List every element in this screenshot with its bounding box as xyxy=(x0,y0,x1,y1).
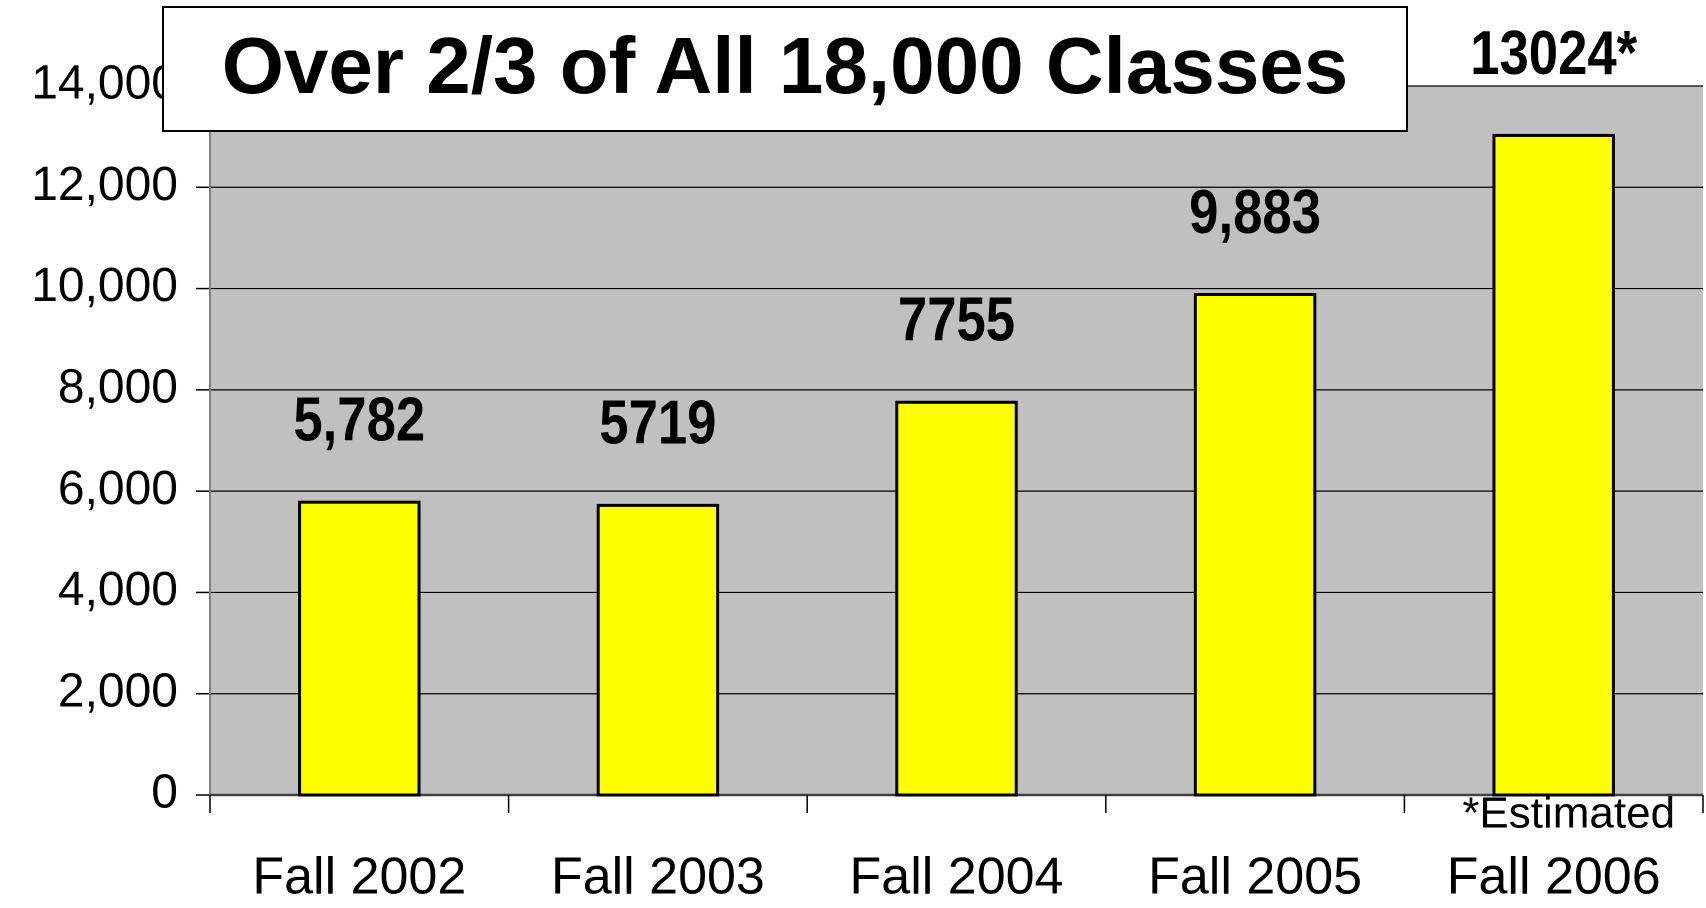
x-tick-label: Fall 2003 xyxy=(551,848,765,906)
bar xyxy=(1492,133,1615,797)
value-label: 13024* xyxy=(1470,19,1638,88)
value-label: 9,883 xyxy=(1189,178,1321,247)
y-tick-label: 6,000 xyxy=(58,462,178,515)
x-tick-label: Fall 2006 xyxy=(1447,848,1661,906)
y-tick-label: 14,000 xyxy=(31,57,178,110)
x-tick-label: Fall 2005 xyxy=(1148,848,1362,906)
y-tick-label: 4,000 xyxy=(58,563,178,616)
y-tick-label: 10,000 xyxy=(31,259,178,312)
y-tick-label: 12,000 xyxy=(31,158,178,211)
bar xyxy=(1193,292,1317,797)
y-tick-label: 2,000 xyxy=(58,664,178,717)
bar xyxy=(298,500,421,797)
x-tick-label: Fall 2002 xyxy=(252,848,466,906)
value-label: 7755 xyxy=(898,286,1015,355)
y-tick-label: 8,000 xyxy=(58,361,178,414)
bar xyxy=(895,400,1018,797)
y-tick-label: 0 xyxy=(151,766,178,819)
x-tick-label: Fall 2004 xyxy=(850,848,1064,906)
annotation: *Estimated xyxy=(1462,789,1675,838)
bar xyxy=(596,503,720,797)
value-label: 5,782 xyxy=(293,386,425,455)
title-box xyxy=(162,6,1408,132)
chart-title: Over 2/3 of All 18,000 Classes xyxy=(222,21,1349,110)
value-label: 5719 xyxy=(599,389,716,458)
